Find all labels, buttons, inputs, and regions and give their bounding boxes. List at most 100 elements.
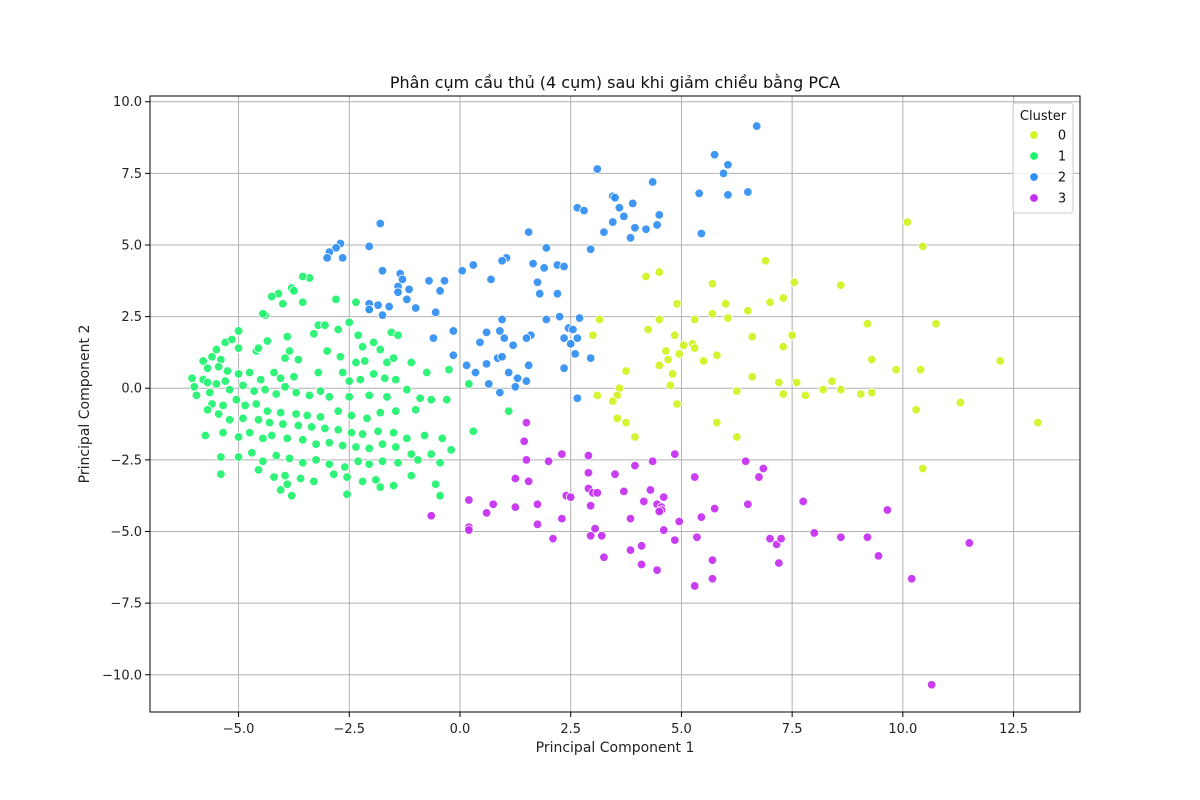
cluster-2-point	[481, 359, 492, 369]
cluster-2-point	[486, 274, 496, 285]
cluster-0-point	[800, 390, 811, 401]
cluster-2-point	[630, 223, 640, 233]
cluster-3-point	[674, 516, 684, 527]
cluster-2-point	[554, 311, 565, 322]
cluster-2-point	[411, 303, 421, 313]
cluster-3-point	[754, 472, 764, 482]
cluster-1-point	[406, 470, 416, 481]
x-tick-label: 10.0	[888, 722, 917, 737]
cluster-0-point	[891, 364, 901, 375]
cluster-1-point	[337, 367, 348, 378]
cluster-1-point	[218, 427, 228, 438]
cluster-3-point	[690, 581, 700, 591]
cluster-0-point	[712, 350, 722, 360]
cluster-1-point	[351, 297, 361, 307]
cluster-1-point	[258, 433, 268, 444]
cluster-1-point	[298, 458, 308, 468]
cluster-3-point	[926, 680, 937, 690]
cluster-3-point	[774, 558, 784, 568]
cluster-2-point	[508, 340, 518, 350]
cluster-2-point	[572, 393, 583, 403]
cluster-1-point	[267, 291, 277, 302]
cluster-1-point	[253, 465, 264, 475]
cluster-1-point	[205, 387, 215, 398]
cluster-1-point	[233, 432, 244, 442]
cluster-0-point	[672, 299, 682, 309]
y-tick-label: 5.0	[121, 238, 142, 253]
cluster-0-point	[621, 366, 631, 376]
cluster-3-point	[557, 449, 567, 459]
cluster-3-point	[659, 525, 669, 535]
legend-marker-0	[1029, 130, 1039, 140]
cluster-0-point	[862, 319, 873, 329]
cluster-2-point	[614, 203, 625, 213]
cluster-1-point	[291, 387, 301, 398]
cluster-2-point	[337, 253, 348, 263]
cluster-1-point	[298, 271, 308, 282]
cluster-2-point	[484, 379, 494, 389]
cluster-1-point	[388, 353, 399, 363]
cluster-2-point	[461, 360, 472, 371]
cluster-2-point	[393, 287, 403, 297]
cluster-1-point	[258, 456, 268, 467]
cluster-2-point	[652, 220, 662, 230]
cluster-0-point	[902, 217, 912, 227]
cluster-1-point	[202, 377, 213, 388]
cluster-2-point	[512, 373, 523, 383]
cluster-1-point	[213, 409, 224, 419]
cluster-1-point	[287, 490, 297, 501]
cluster-1-point	[393, 330, 403, 340]
cluster-1-point	[227, 334, 237, 345]
cluster-0-point	[836, 280, 846, 290]
cluster-2-point	[559, 333, 569, 343]
cluster-2-point	[377, 266, 388, 276]
cluster-1-point	[275, 373, 286, 383]
cluster-1-point	[260, 384, 270, 395]
cluster-1-point	[357, 341, 368, 352]
cluster-2-point	[528, 258, 538, 269]
scatter-points	[187, 121, 1043, 690]
cluster-0-point	[856, 389, 866, 399]
cluster-2-point	[541, 314, 552, 325]
cluster-1-point	[304, 390, 315, 401]
cluster-2-point	[475, 337, 485, 348]
cluster-0-point	[723, 313, 733, 323]
cluster-0-point	[732, 432, 742, 442]
cluster-1-point	[413, 455, 423, 465]
cluster-3-point	[907, 574, 917, 584]
cluster-3-point	[510, 502, 521, 512]
cluster-2-point	[752, 121, 762, 131]
cluster-1-point	[344, 392, 354, 402]
cluster-3-point	[862, 532, 873, 542]
cluster-0-point	[588, 330, 598, 340]
cluster-1-point	[278, 419, 288, 429]
cluster-2-point	[610, 193, 620, 203]
cluster-1-point	[262, 406, 273, 416]
cluster-1-point	[222, 366, 233, 376]
cluster-3-point	[566, 492, 576, 502]
cluster-1-point	[275, 485, 286, 495]
legend-label-2: 2	[1058, 171, 1066, 186]
x-tick-label: −5.0	[223, 722, 255, 737]
y-tick-label: −5.0	[110, 525, 142, 540]
cluster-0-point	[643, 324, 653, 335]
cluster-1-point	[238, 413, 248, 424]
cluster-2-point	[585, 353, 596, 363]
cluster-1-point	[258, 309, 268, 319]
cluster-1-point	[233, 326, 244, 336]
cluster-1-point	[282, 331, 292, 342]
cluster-0-point	[732, 386, 742, 396]
cluster-2-point	[495, 326, 505, 336]
cluster-2-point	[559, 261, 569, 272]
cluster-3-point	[585, 531, 596, 541]
cluster-0-point	[818, 384, 828, 395]
cluster-0-point	[743, 306, 753, 316]
cluster-0-point	[707, 309, 718, 319]
cluster-1-point	[218, 400, 228, 411]
cluster-0-point	[661, 346, 671, 356]
cluster-2-point	[541, 243, 552, 253]
cluster-1-point	[426, 395, 436, 405]
cluster-0-point	[1033, 417, 1043, 428]
cluster-1-point	[302, 410, 312, 421]
